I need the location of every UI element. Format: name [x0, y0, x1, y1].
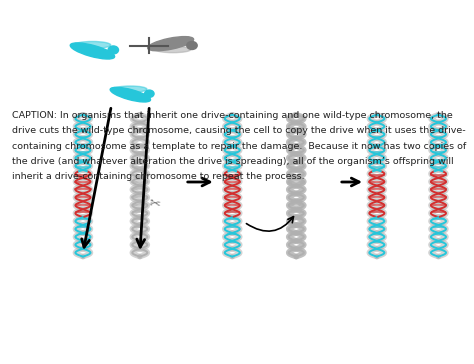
Ellipse shape	[70, 43, 115, 59]
Ellipse shape	[155, 46, 191, 53]
Text: CAPTION: In organisms that inherit one drive-containing and one wild-type chromo: CAPTION: In organisms that inherit one d…	[12, 111, 453, 120]
Circle shape	[187, 41, 197, 50]
Text: inherit a drive-containing chromosome to repeat the process.: inherit a drive-containing chromosome to…	[12, 172, 304, 181]
Text: drive cuts the wild-type chromosome, causing the cell to copy the drive when it : drive cuts the wild-type chromosome, cau…	[12, 126, 465, 135]
Ellipse shape	[148, 37, 193, 51]
Text: ✂: ✂	[147, 196, 161, 212]
Ellipse shape	[110, 87, 151, 102]
Ellipse shape	[114, 86, 147, 92]
Ellipse shape	[74, 41, 110, 48]
Circle shape	[145, 90, 154, 97]
Circle shape	[108, 46, 118, 54]
Text: the drive (and whatever alteration the drive is spreading), all of the organism’: the drive (and whatever alteration the d…	[12, 157, 454, 166]
Text: containing chromosome as a template to repair the damage.  Because it now has tw: containing chromosome as a template to r…	[12, 142, 466, 151]
